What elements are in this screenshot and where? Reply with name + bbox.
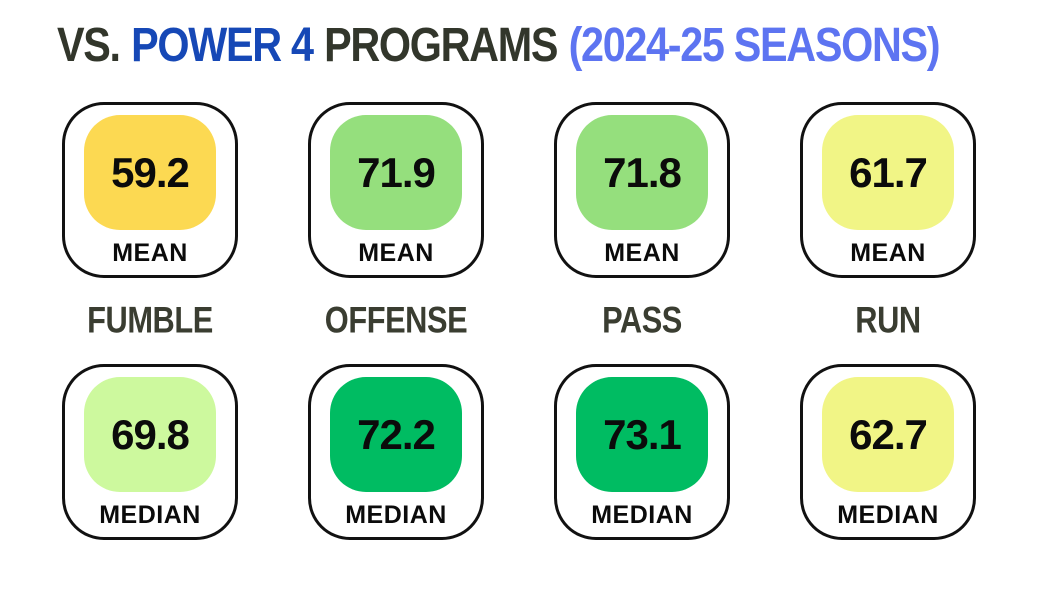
title-season: (2024-25 SEASONS) bbox=[568, 17, 941, 72]
category-label-pass: PASS bbox=[602, 300, 682, 341]
offense-mean-label: MEAN bbox=[358, 239, 434, 267]
title-power4: POWER 4 bbox=[131, 17, 314, 72]
category-label-fumble: FUMBLE bbox=[87, 300, 213, 341]
offense-mean-value: 71.9 bbox=[357, 148, 436, 196]
fumble-mean-label: MEAN bbox=[112, 239, 188, 267]
category-label-offense: OFFENSE bbox=[324, 300, 468, 341]
mean-card-row: 59.2 MEAN 71.9 MEAN 71.8 MEAN 61.7 MEAN bbox=[0, 102, 976, 278]
median-card-row: 69.8 MEDIAN 72.2 MEDIAN 73.1 MEDIAN 62.7… bbox=[0, 364, 976, 540]
category-label-row: FUMBLE OFFENSE PASS RUN bbox=[0, 300, 976, 341]
pass-mean-tile: 71.8 bbox=[576, 115, 708, 230]
offense-median-label: MEDIAN bbox=[345, 501, 447, 529]
card-offense-mean: 71.9 MEAN bbox=[308, 102, 484, 278]
run-mean-label: MEAN bbox=[850, 239, 926, 267]
offense-median-tile: 72.2 bbox=[330, 377, 462, 492]
card-fumble-mean: 59.2 MEAN bbox=[62, 102, 238, 278]
fumble-mean-value: 59.2 bbox=[111, 148, 190, 196]
pass-mean-value: 71.8 bbox=[603, 148, 682, 196]
fumble-median-tile: 69.8 bbox=[84, 377, 216, 492]
fumble-median-label: MEDIAN bbox=[99, 501, 201, 529]
run-median-label: MEDIAN bbox=[837, 501, 939, 529]
pass-median-tile: 73.1 bbox=[576, 377, 708, 492]
card-offense-median: 72.2 MEDIAN bbox=[308, 364, 484, 540]
title-programs: PROGRAMS bbox=[324, 17, 558, 72]
pass-mean-label: MEAN bbox=[604, 239, 680, 267]
page-title: VS. POWER 4 PROGRAMS (2024-25 SEASONS) bbox=[57, 16, 941, 72]
fumble-median-value: 69.8 bbox=[111, 410, 190, 458]
pass-median-value: 73.1 bbox=[603, 410, 682, 458]
offense-mean-tile: 71.9 bbox=[330, 115, 462, 230]
pass-median-label: MEDIAN bbox=[591, 501, 693, 529]
run-mean-value: 61.7 bbox=[849, 148, 928, 196]
fumble-mean-tile: 59.2 bbox=[84, 115, 216, 230]
category-label-run: RUN bbox=[855, 300, 921, 341]
card-pass-median: 73.1 MEDIAN bbox=[554, 364, 730, 540]
title-vs: VS. bbox=[57, 17, 121, 72]
card-fumble-median: 69.8 MEDIAN bbox=[62, 364, 238, 540]
run-median-value: 62.7 bbox=[849, 410, 928, 458]
card-run-median: 62.7 MEDIAN bbox=[800, 364, 976, 540]
offense-median-value: 72.2 bbox=[357, 410, 436, 458]
run-mean-tile: 61.7 bbox=[822, 115, 954, 230]
card-pass-mean: 71.8 MEAN bbox=[554, 102, 730, 278]
run-median-tile: 62.7 bbox=[822, 377, 954, 492]
card-run-mean: 61.7 MEAN bbox=[800, 102, 976, 278]
